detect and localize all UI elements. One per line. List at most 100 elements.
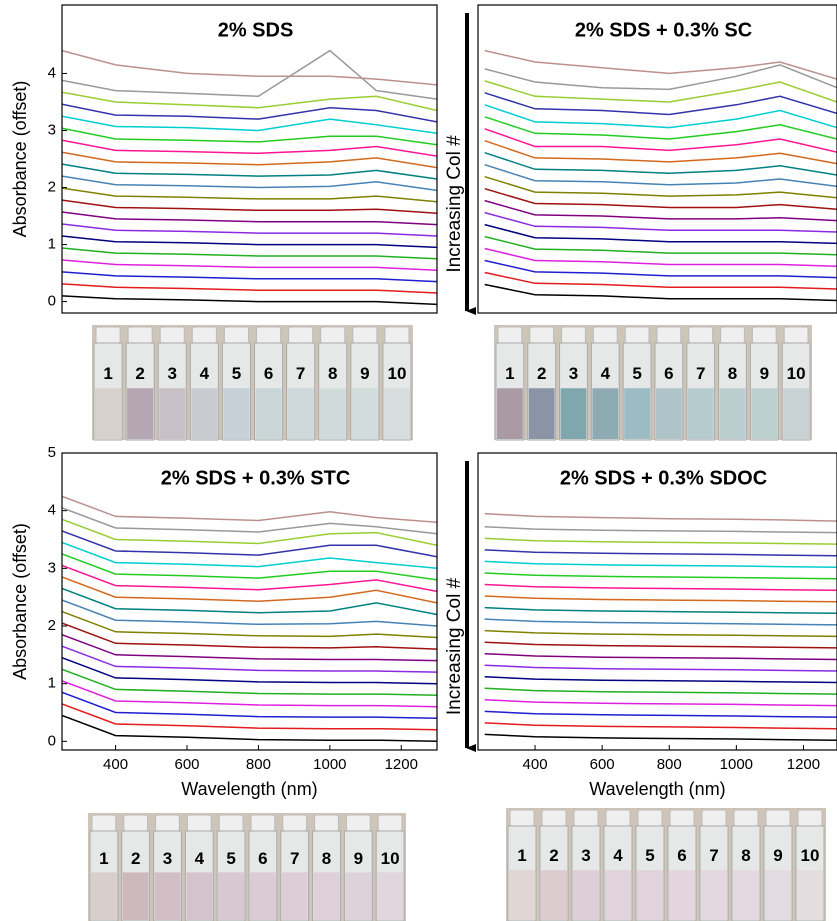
spectrum-line xyxy=(62,599,437,627)
vial-label: 9 xyxy=(773,846,782,865)
spectrum-line xyxy=(62,103,437,123)
vial-photo: 1 2 3 4 5 6 7 8 9 10 xyxy=(494,325,812,441)
y-tick-label: 3 xyxy=(48,121,56,138)
vial-liquid xyxy=(154,872,181,920)
vial-liquid xyxy=(319,388,346,439)
spectrum-line xyxy=(484,104,837,129)
spectrum-line xyxy=(62,680,437,708)
vial-liquid xyxy=(605,870,631,920)
plot-lines xyxy=(62,49,437,306)
vial-liquid xyxy=(669,870,695,920)
spectrum-line xyxy=(62,139,437,157)
plot-lines xyxy=(484,49,837,302)
vial-label: 9 xyxy=(760,364,769,383)
vial-cap xyxy=(541,809,567,827)
vial-photo: 1 2 3 4 5 6 7 8 9 10 xyxy=(92,325,413,441)
vial-cap xyxy=(669,809,695,827)
spectrum-line xyxy=(62,259,437,271)
vial-cap xyxy=(656,326,682,344)
vial-label: 8 xyxy=(741,846,750,865)
spectrum-line xyxy=(484,629,837,638)
spectrum-line xyxy=(62,187,437,203)
x-tick-label: 1200 xyxy=(385,756,418,773)
spectrum-line xyxy=(62,283,437,294)
spectrum-line xyxy=(62,223,437,237)
spectrum-line xyxy=(62,295,437,306)
spectrum-line xyxy=(62,518,437,547)
spectrum-line xyxy=(484,606,837,615)
y-axis-label: Absorbance (offset) xyxy=(10,523,30,680)
vial-label: 8 xyxy=(728,364,737,383)
y-tick-label: 3 xyxy=(48,559,56,576)
vial-label: 2 xyxy=(537,364,546,383)
vial-label: 4 xyxy=(613,846,623,865)
spectrum-line xyxy=(484,116,837,140)
vial-liquid xyxy=(509,870,535,920)
spectrum-line xyxy=(62,271,437,283)
vial-liquid xyxy=(656,388,682,439)
spectrum-line xyxy=(484,80,837,103)
vial-cap xyxy=(688,326,714,344)
vial-label: 6 xyxy=(258,849,267,868)
plot-frame xyxy=(477,452,837,751)
y-tick-label: 0 xyxy=(48,293,56,310)
vial-cap xyxy=(155,814,180,832)
vial-label: 10 xyxy=(787,364,806,383)
x-tick-label: 600 xyxy=(174,756,199,773)
panel: 2% SDS 0 1 2 3 4 Absorbance (offset) xyxy=(10,4,438,314)
vial-liquid xyxy=(687,388,714,439)
spectrum-line xyxy=(484,652,837,661)
vial-cap xyxy=(186,814,212,832)
spectrum-line xyxy=(484,259,837,279)
vial-cap xyxy=(314,814,339,832)
vial-cap xyxy=(592,326,618,344)
vial-label: 7 xyxy=(290,849,299,868)
x-tick-label: 1000 xyxy=(313,756,346,773)
y-axis-label: Absorbance (offset) xyxy=(10,81,30,238)
chart-title: 2% SDS + 0.3% STC xyxy=(161,467,351,489)
vial-cap xyxy=(509,809,535,827)
vial-liquid xyxy=(186,872,213,920)
spectrum-line xyxy=(62,530,437,558)
vial-cap xyxy=(624,326,650,344)
spectrum-line xyxy=(62,91,437,112)
vial-cap xyxy=(127,326,153,344)
spectrum-line xyxy=(484,512,837,522)
vial-cap xyxy=(191,326,217,344)
vial-cap xyxy=(223,326,249,344)
spectrum-line xyxy=(62,610,437,639)
vial-cap xyxy=(765,809,791,827)
vial-label: 5 xyxy=(632,364,641,383)
spectrum-line xyxy=(62,49,437,100)
x-tick-label: 400 xyxy=(103,756,128,773)
spectrum-line xyxy=(484,560,837,568)
y-tick-label: 5 xyxy=(48,444,56,461)
spectrum-line xyxy=(62,703,437,731)
spectrum-line xyxy=(62,235,437,249)
spectrum-line xyxy=(62,49,437,86)
spectrum-line xyxy=(62,115,437,135)
vial-cap xyxy=(123,814,149,832)
spectrum-line xyxy=(62,691,437,720)
vial-label: 10 xyxy=(801,846,820,865)
x-tick-label: 1000 xyxy=(720,756,753,773)
vial-cap xyxy=(701,809,727,827)
vial-label: 1 xyxy=(517,846,526,865)
spectrum-line xyxy=(62,175,437,192)
vial-cap xyxy=(91,814,117,832)
spectrum-line xyxy=(484,572,837,580)
spectrum-line xyxy=(62,151,437,169)
vial-photo: 1 2 3 4 5 6 7 8 9 10 xyxy=(88,813,406,921)
vial-liquid xyxy=(122,872,149,920)
spectrum-line xyxy=(484,549,837,557)
spectrum-line xyxy=(484,187,837,210)
panel: 2% SDS + 0.3% STC 0 1 2 3 4 5 400 600 800 1000 1200… xyxy=(10,444,438,799)
spectrum-line xyxy=(62,564,437,593)
spectrum-line xyxy=(62,553,437,581)
vial-liquid xyxy=(91,872,117,920)
spectrum-line xyxy=(62,656,437,685)
vial-label: 7 xyxy=(296,364,305,383)
spectrum-line xyxy=(484,526,837,534)
vial-cap xyxy=(256,326,282,344)
